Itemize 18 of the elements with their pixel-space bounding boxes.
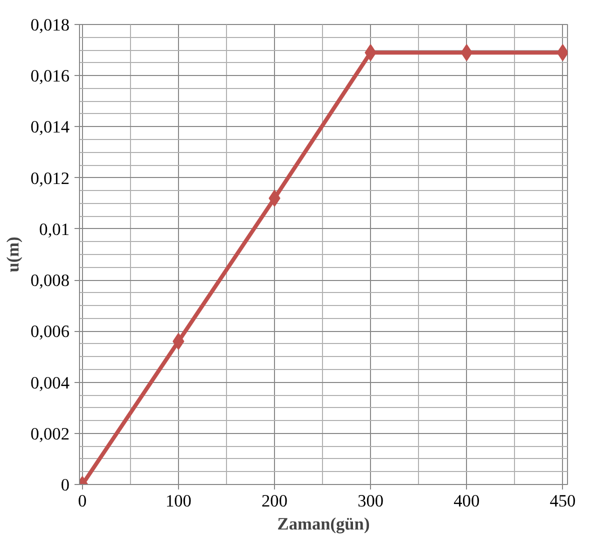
- y-tick-label: 0,006: [30, 322, 70, 342]
- x-axis-title: Zaman(gün): [277, 514, 370, 534]
- y-tick-label: 0: [60, 476, 70, 494]
- y-tick-label: 0,002: [30, 424, 70, 444]
- x-tick-label: 100: [165, 492, 192, 510]
- y-tick-label: 0,016: [30, 66, 70, 86]
- y-tick-label: 0,014: [30, 118, 70, 137]
- y-tick-label: 0,008: [30, 271, 70, 290]
- y-tick-label: 0,004: [30, 373, 70, 392]
- x-tick-label: 200: [262, 492, 288, 510]
- y-axis-title: u(m): [4, 236, 23, 272]
- x-tick-label: 450: [550, 492, 576, 510]
- x-tick-label: 400: [454, 492, 480, 510]
- y-tick-label: 0,018: [30, 16, 70, 34]
- y-tick-label: 0,012: [30, 168, 70, 188]
- x-tick-label: 300: [358, 492, 384, 510]
- x-tick-label: 0: [78, 492, 87, 510]
- y-tick-label: 0,01: [39, 220, 70, 239]
